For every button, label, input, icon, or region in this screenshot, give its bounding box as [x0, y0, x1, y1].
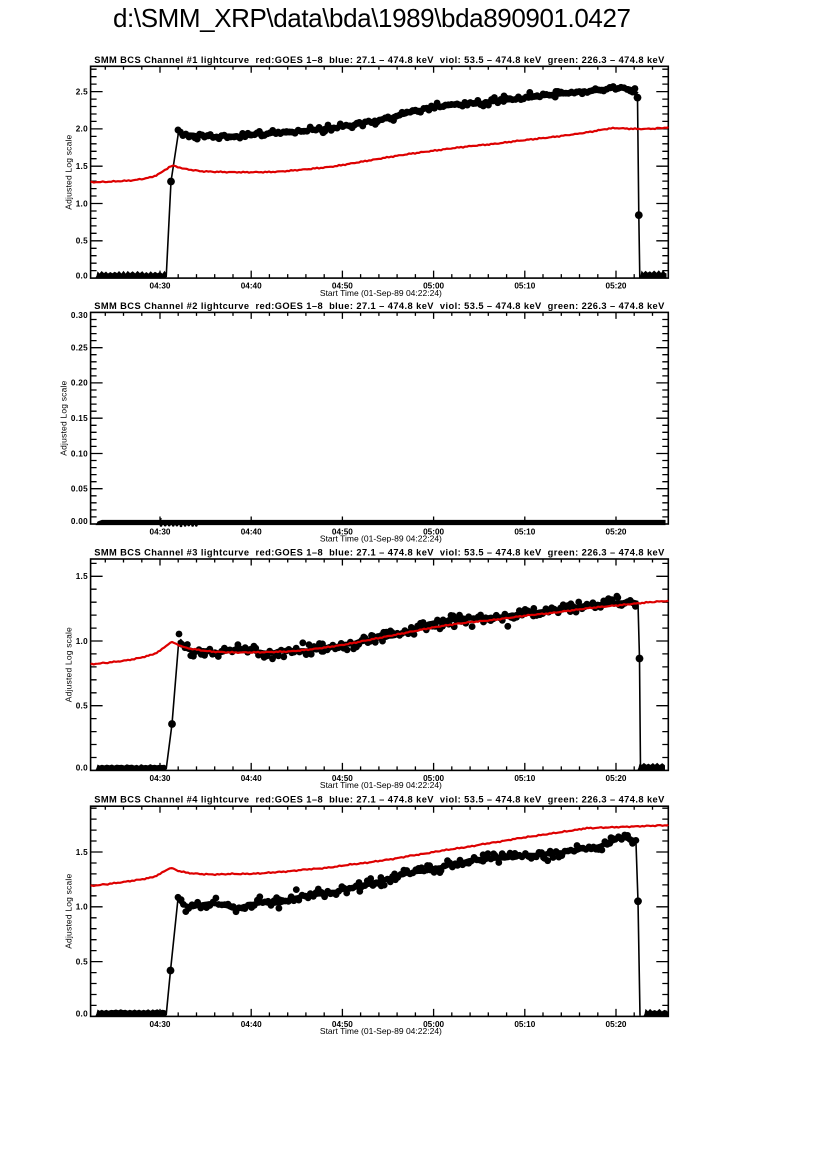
svg-text:05:10: 05:10	[514, 1020, 535, 1029]
svg-text:0.0: 0.0	[76, 271, 88, 280]
svg-text:SMM BCS Channel #3 lightcurve: SMM BCS Channel #3 lightcurve red:GOES 1…	[94, 548, 665, 558]
svg-text:Start Time (01-Sep-89 04:22:24: Start Time (01-Sep-89 04:22:24)	[320, 780, 442, 790]
svg-text:0.5: 0.5	[76, 957, 88, 966]
svg-text:0.00: 0.00	[71, 517, 88, 526]
svg-text:0.15: 0.15	[71, 414, 88, 423]
svg-text:1.0: 1.0	[76, 903, 88, 912]
svg-text:04:30: 04:30	[150, 1020, 171, 1029]
svg-text:05:20: 05:20	[606, 528, 627, 537]
svg-text:0.5: 0.5	[76, 237, 88, 246]
svg-text:05:00: 05:00	[423, 282, 444, 291]
svg-text:04:30: 04:30	[150, 774, 171, 783]
svg-text:0.0: 0.0	[76, 1010, 88, 1019]
svg-text:04:40: 04:40	[241, 528, 262, 537]
svg-text:04:40: 04:40	[241, 774, 262, 783]
svg-text:1.5: 1.5	[76, 848, 88, 857]
svg-text:04:40: 04:40	[241, 1020, 262, 1029]
svg-text:0.20: 0.20	[71, 379, 88, 388]
svg-text:04:50: 04:50	[332, 528, 353, 537]
svg-text:Start Time (01-Sep-89 04:22:24: Start Time (01-Sep-89 04:22:24)	[320, 534, 442, 544]
svg-text:0.30: 0.30	[71, 311, 88, 320]
svg-text:SMM BCS Channel #2 lightcurve: SMM BCS Channel #2 lightcurve red:GOES 1…	[94, 301, 665, 311]
svg-text:05:00: 05:00	[423, 528, 444, 537]
svg-text:SMM BCS Channel #1 lightcurve: SMM BCS Channel #1 lightcurve red:GOES 1…	[94, 55, 665, 65]
svg-text:0.05: 0.05	[71, 485, 88, 494]
svg-text:2.5: 2.5	[76, 87, 88, 96]
svg-text:Start Time (01-Sep-89 04:22:24: Start Time (01-Sep-89 04:22:24)	[320, 288, 442, 298]
svg-text:2.0: 2.0	[76, 125, 88, 134]
svg-text:1.5: 1.5	[76, 572, 88, 581]
svg-text:Adjusted Log scale: Adjusted Log scale	[63, 874, 73, 949]
svg-text:05:10: 05:10	[514, 774, 535, 783]
svg-text:1.0: 1.0	[76, 637, 88, 646]
svg-text:05:20: 05:20	[606, 1020, 627, 1029]
svg-text:1.0: 1.0	[76, 199, 88, 208]
svg-text:0.10: 0.10	[71, 449, 88, 458]
svg-text:05:20: 05:20	[606, 282, 627, 291]
svg-text:0.25: 0.25	[71, 344, 88, 353]
svg-text:04:40: 04:40	[241, 282, 262, 291]
svg-text:Adjusted Log scale: Adjusted Log scale	[63, 627, 73, 702]
svg-text:05:00: 05:00	[423, 774, 444, 783]
svg-text:0.5: 0.5	[76, 702, 88, 711]
svg-text:04:30: 04:30	[150, 528, 171, 537]
svg-text:Adjusted Log scale: Adjusted Log scale	[63, 134, 73, 209]
svg-text:d:\SMM_XRP\data\bda\1989\bda89: d:\SMM_XRP\data\bda\1989\bda890901.0427	[113, 3, 631, 33]
svg-text:SMM BCS Channel #4 lightcurve: SMM BCS Channel #4 lightcurve red:GOES 1…	[94, 795, 665, 805]
svg-text:05:00: 05:00	[423, 1020, 444, 1029]
svg-text:05:20: 05:20	[606, 774, 627, 783]
svg-text:05:10: 05:10	[514, 528, 535, 537]
svg-text:0.0: 0.0	[76, 764, 88, 773]
svg-text:04:30: 04:30	[150, 282, 171, 291]
svg-text:04:50: 04:50	[332, 774, 353, 783]
svg-text:Start Time (01-Sep-89 04:22:24: Start Time (01-Sep-89 04:22:24)	[320, 1026, 442, 1036]
svg-text:04:50: 04:50	[332, 282, 353, 291]
svg-text:Adjusted Log scale: Adjusted Log scale	[59, 380, 69, 455]
svg-text:1.5: 1.5	[76, 162, 88, 171]
svg-text:05:10: 05:10	[514, 282, 535, 291]
svg-text:04:50: 04:50	[332, 1020, 353, 1029]
